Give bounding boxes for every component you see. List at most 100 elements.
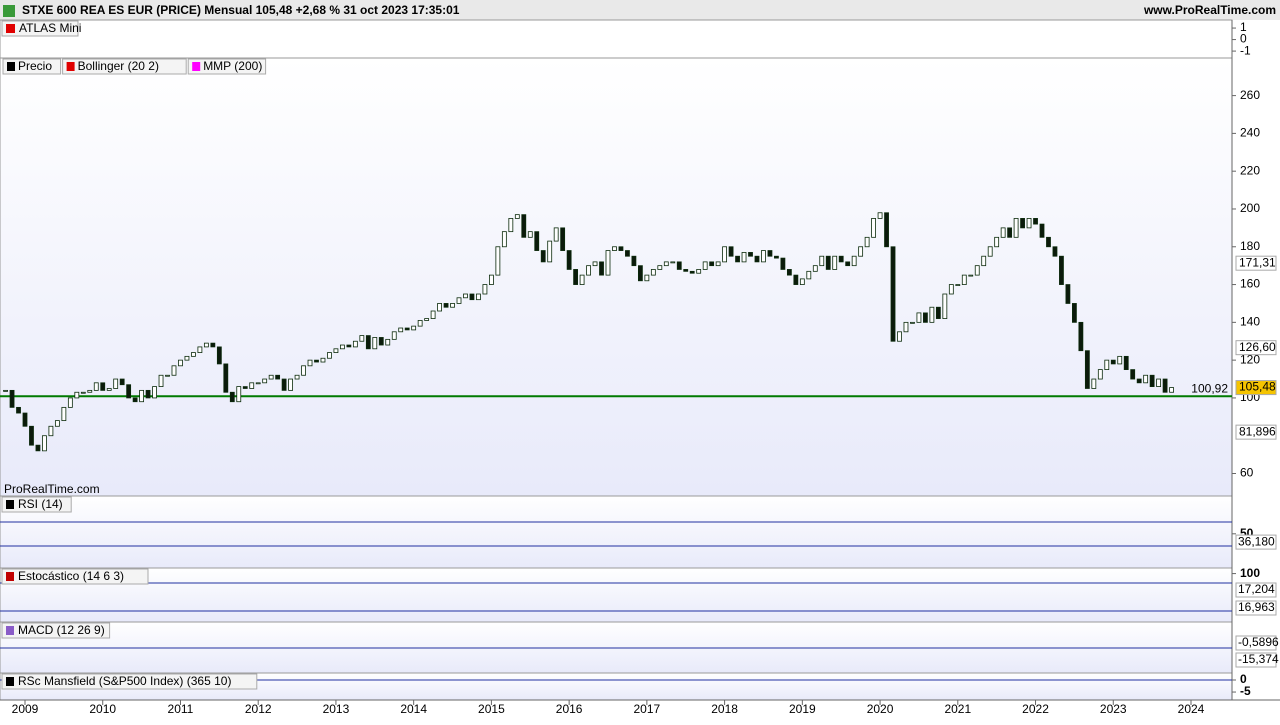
candle xyxy=(527,231,533,238)
value-label: 81,896 xyxy=(1239,424,1276,438)
value-label-box xyxy=(1235,652,1277,668)
candle xyxy=(385,338,391,346)
candle xyxy=(955,284,961,286)
candle xyxy=(877,212,883,219)
candle xyxy=(294,374,300,380)
candle xyxy=(599,261,604,276)
candle xyxy=(767,250,773,257)
candle xyxy=(968,274,974,277)
value-label: 171,31 xyxy=(1239,255,1276,269)
candle xyxy=(411,325,417,331)
value-label-box xyxy=(1235,635,1277,651)
value-label-box xyxy=(1235,534,1277,550)
candle xyxy=(689,270,695,274)
value-label-box xyxy=(1235,380,1277,396)
candle xyxy=(16,406,21,414)
candle xyxy=(625,250,630,257)
atlas-legend[interactable] xyxy=(1,20,79,37)
candle xyxy=(139,389,145,403)
x-tick-label: 2014 xyxy=(400,702,427,716)
candle xyxy=(203,342,209,348)
candle xyxy=(929,306,935,323)
atlas-legend-text: ATLAS Mini xyxy=(19,21,81,35)
app-icon xyxy=(3,5,15,17)
candle xyxy=(618,246,624,251)
candle xyxy=(320,357,326,363)
candle xyxy=(404,327,410,331)
candle xyxy=(812,265,818,272)
legend-item[interactable] xyxy=(2,58,62,75)
candle xyxy=(42,435,47,452)
y-tick-label: 1 xyxy=(1240,20,1247,34)
price-panel xyxy=(0,57,1233,497)
candle xyxy=(897,331,902,342)
candle xyxy=(553,227,559,242)
candle xyxy=(761,250,766,263)
panel-legend[interactable] xyxy=(1,568,149,585)
y-tick-label: 120 xyxy=(1240,352,1260,366)
y-tick-label: 100 xyxy=(1240,566,1260,580)
candle xyxy=(184,355,190,361)
candle xyxy=(54,420,60,427)
candle xyxy=(793,274,799,285)
x-tick-label: 2015 xyxy=(478,702,505,716)
candle xyxy=(508,218,514,233)
candle xyxy=(974,265,980,276)
candle xyxy=(696,269,702,274)
y-tick-label: 240 xyxy=(1240,126,1260,140)
candle xyxy=(1143,374,1149,384)
header-site: www.ProRealTime.com xyxy=(1143,3,1276,17)
candle xyxy=(437,303,442,312)
candle xyxy=(249,382,255,389)
candle xyxy=(346,344,352,348)
candle xyxy=(722,246,727,263)
candle xyxy=(1065,284,1071,304)
y-tick-label: 160 xyxy=(1240,277,1260,291)
panel-legend[interactable] xyxy=(1,496,72,513)
candle xyxy=(871,218,876,238)
candle xyxy=(1072,303,1077,323)
candle xyxy=(586,265,591,276)
candle xyxy=(417,320,423,327)
x-tick-label: 2010 xyxy=(89,702,116,716)
candle xyxy=(301,365,306,376)
panel-legend[interactable] xyxy=(1,673,258,690)
candle xyxy=(223,363,229,393)
value-label-box xyxy=(1235,600,1277,616)
panel-legend-text: Estocástico (14 6 3) xyxy=(18,569,124,583)
x-tick-label: 2020 xyxy=(867,702,894,716)
candle xyxy=(242,386,248,389)
candle xyxy=(67,397,73,408)
candle xyxy=(903,321,909,333)
candle xyxy=(424,318,430,321)
candle xyxy=(948,284,954,295)
candle xyxy=(702,261,708,270)
candle xyxy=(592,261,598,267)
candle xyxy=(961,274,967,285)
candle xyxy=(119,378,125,386)
candle xyxy=(942,293,948,319)
value-label: 36,180 xyxy=(1238,534,1275,548)
candle xyxy=(352,340,358,348)
legend-item-swatch xyxy=(66,62,75,71)
value-label-box xyxy=(1235,255,1277,271)
x-tick-label: 2019 xyxy=(789,702,816,716)
candle xyxy=(1110,359,1116,365)
candle xyxy=(663,261,669,267)
top-bar xyxy=(0,0,1280,20)
candle xyxy=(165,374,170,377)
candle xyxy=(93,382,99,391)
candle xyxy=(113,378,119,389)
candle xyxy=(1123,355,1129,370)
value-label: 17,204 xyxy=(1238,582,1275,596)
legend-item-text: Precio xyxy=(18,59,52,73)
legend-item[interactable] xyxy=(62,58,187,75)
candle xyxy=(1162,378,1168,393)
candle xyxy=(819,255,825,267)
panel-legend[interactable] xyxy=(1,622,111,639)
candle xyxy=(333,348,339,353)
candle xyxy=(197,346,203,353)
candle xyxy=(1026,218,1032,229)
legend-item[interactable] xyxy=(187,58,267,75)
x-tick-label: 2022 xyxy=(1022,702,1049,716)
